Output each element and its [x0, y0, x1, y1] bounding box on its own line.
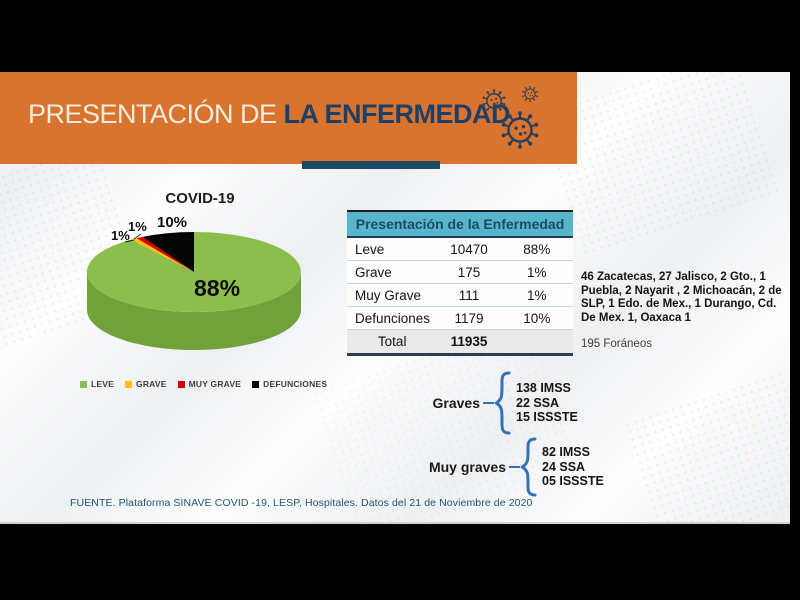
legend-swatch-defunciones-icon	[252, 380, 260, 388]
legend-label: DEFUNCIONES	[263, 379, 328, 389]
muy-graves-label: Muy graves	[428, 459, 506, 475]
banner-underline-bar	[302, 161, 440, 169]
row-percent: 88%	[523, 241, 551, 257]
table-row: Leve 10470 88%	[347, 238, 573, 261]
row-label: Muy Grave	[355, 287, 422, 303]
page-title-emphasis: LA ENFERMEDAD	[283, 99, 511, 129]
leader-line	[124, 239, 135, 243]
muy-graves-breakdown: Muy graves 82 IMSS 24 SSA 05 ISSSTE	[418, 437, 604, 497]
table-total-row: Total 11935	[347, 330, 573, 353]
legend-swatch-leve-icon	[80, 380, 87, 388]
leader-line	[133, 233, 142, 240]
brace-dash	[483, 402, 494, 404]
muy-graves-item: 82 IMSS	[542, 445, 590, 460]
table-row: Grave 175 1%	[347, 261, 573, 284]
legend-item-grave: GRAVE	[125, 379, 167, 389]
muy-graves-item: 24 SSA	[542, 459, 586, 474]
table-row: Defunciones 1179 10%	[347, 307, 573, 330]
total-label: Total	[377, 334, 407, 349]
presentation-table: Presentación de la Enfermedad Leve 10470…	[347, 210, 573, 356]
states-breakdown-text: 46 Zacatecas, 27 Jalisco, 2 Gto., 1 Pueb…	[581, 271, 782, 324]
pie-label-muy-grave: 1%	[111, 228, 130, 243]
legend-swatch-muy-grave-icon	[177, 380, 185, 388]
pie-slice-grave	[131, 238, 194, 272]
graves-breakdown: Graves 138 IMSS 22 SSA 15 ISSSTE	[418, 371, 578, 435]
pie-chart-title: COVID-19	[165, 190, 235, 207]
graves-item: 15 ISSSTE	[516, 410, 578, 425]
foraneos-text: 195 Foráneos	[581, 338, 652, 350]
brace-dash	[509, 466, 520, 468]
legend-swatch-grave-icon	[125, 380, 133, 388]
halftone-dots-decoration	[622, 369, 790, 522]
pie-label-grave: 1%	[128, 219, 147, 234]
row-value: 111	[458, 287, 480, 303]
row-label: Leve	[355, 241, 385, 257]
muy-graves-item: 05 ISSSTE	[542, 474, 604, 489]
row-percent: 1%	[527, 287, 547, 303]
brace-icon	[494, 371, 511, 435]
row-value: 175	[457, 264, 481, 280]
graves-items: 138 IMSS 22 SSA 15 ISSSTE	[511, 381, 578, 425]
pie-slice-muy-grave	[136, 236, 194, 272]
row-label: Grave	[355, 264, 392, 280]
brace-icon	[520, 437, 537, 497]
pie-side-3d	[87, 272, 301, 350]
pie-slice-leve	[86, 232, 301, 312]
header-banner: PRESENTACIÓN DE LA ENFERMEDAD	[0, 72, 577, 164]
row-value: 1179	[454, 310, 484, 326]
graves-item: 22 SSA	[516, 395, 560, 410]
page-title-prefix: PRESENTACIÓN DE	[28, 99, 284, 129]
pie-legend: LEVE GRAVE MUY GRAVE DEFUNCIONES	[80, 379, 327, 389]
row-label: Defunciones	[355, 310, 431, 326]
row-value: 10470	[450, 241, 488, 257]
row-percent: 10%	[523, 310, 551, 326]
legend-label: MUY GRAVE	[188, 379, 242, 389]
pie-slice-defunciones	[142, 231, 194, 272]
graves-label: Graves	[432, 395, 480, 411]
table-row: Muy Grave 111 1%	[347, 284, 573, 307]
legend-item-muy-grave: MUY GRAVE	[177, 379, 242, 389]
pie-label-defunciones: 10%	[157, 214, 188, 231]
legend-item-defunciones: DEFUNCIONES	[252, 379, 327, 389]
pie-label-leve: 88%	[194, 275, 241, 301]
virus-icon	[470, 80, 576, 165]
muy-graves-items: 82 IMSS 24 SSA 05 ISSSTE	[537, 445, 604, 489]
row-percent: 1%	[527, 264, 547, 280]
graves-item: 138 IMSS	[516, 381, 571, 396]
states-notes: 46 Zacatecas, 27 Jalisco, 2 Gto., 1 Pueb…	[581, 271, 787, 350]
slide-canvas: PRESENTACIÓN DE LA ENFERMEDAD	[0, 72, 790, 524]
table-title: Presentación de la Enfermedad	[347, 212, 573, 238]
total-value: 11935	[450, 334, 488, 349]
page-title: PRESENTACIÓN DE LA ENFERMEDAD	[28, 99, 511, 130]
legend-label: GRAVE	[136, 379, 167, 389]
legend-label: LEVE	[91, 379, 115, 389]
legend-item-leve: LEVE	[80, 379, 114, 389]
source-footnote: FUENTE. Plataforma SINAVE COVID -19, LES…	[70, 497, 533, 509]
pie-chart	[86, 231, 301, 350]
